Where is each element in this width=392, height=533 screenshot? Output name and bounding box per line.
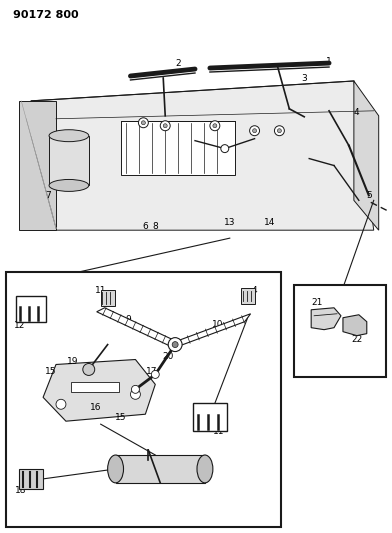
Text: 14: 14	[180, 459, 191, 469]
Bar	[6, 272, 281, 527]
Text: 4: 4	[252, 286, 258, 295]
Text: 3: 3	[301, 75, 307, 84]
Circle shape	[213, 124, 217, 128]
Text: 19: 19	[67, 357, 79, 366]
Text: 5: 5	[366, 191, 372, 200]
Circle shape	[138, 118, 148, 128]
Text: 9: 9	[125, 315, 131, 324]
Circle shape	[250, 126, 260, 136]
Text: 10: 10	[212, 320, 223, 329]
Bar	[193, 403, 227, 431]
Text: 23: 23	[222, 134, 234, 143]
Text: 8: 8	[152, 222, 158, 231]
Circle shape	[278, 129, 281, 133]
Text: 2: 2	[175, 59, 181, 68]
Bar	[120, 121, 235, 175]
Circle shape	[210, 121, 220, 131]
Ellipse shape	[197, 455, 213, 483]
Bar	[71, 382, 118, 392]
Circle shape	[131, 385, 140, 393]
Bar	[294, 285, 386, 377]
Text: 11: 11	[213, 426, 225, 435]
Text: 14: 14	[264, 218, 275, 227]
Polygon shape	[31, 81, 374, 230]
Text: 21: 21	[311, 298, 323, 308]
Circle shape	[252, 129, 257, 133]
Circle shape	[142, 121, 145, 125]
Text: 17: 17	[145, 367, 157, 376]
Polygon shape	[19, 101, 56, 230]
Bar	[19, 469, 43, 489]
Text: 4: 4	[354, 108, 360, 117]
Circle shape	[131, 389, 140, 399]
Circle shape	[163, 124, 167, 128]
Circle shape	[151, 370, 159, 378]
Text: 13: 13	[224, 218, 236, 227]
Text: 22: 22	[351, 335, 363, 344]
Polygon shape	[343, 315, 367, 336]
Text: 6: 6	[142, 222, 148, 231]
Bar	[101, 290, 114, 306]
Circle shape	[168, 337, 182, 352]
Bar	[116, 455, 205, 483]
Circle shape	[172, 342, 178, 348]
Text: 11: 11	[95, 286, 107, 295]
Polygon shape	[97, 308, 179, 346]
Text: 15: 15	[115, 413, 126, 422]
Polygon shape	[172, 314, 250, 349]
Circle shape	[274, 126, 284, 136]
Text: 7: 7	[45, 191, 51, 200]
Circle shape	[221, 144, 229, 152]
Text: 1: 1	[326, 56, 332, 66]
Polygon shape	[43, 360, 155, 421]
Text: 20: 20	[163, 352, 174, 361]
Ellipse shape	[108, 455, 123, 483]
Bar	[16, 296, 46, 322]
Polygon shape	[354, 81, 379, 230]
Ellipse shape	[49, 130, 89, 142]
Circle shape	[56, 399, 66, 409]
Text: 18: 18	[15, 486, 27, 495]
Circle shape	[83, 364, 95, 375]
Text: 90172 800: 90172 800	[13, 10, 79, 20]
Circle shape	[160, 121, 170, 131]
Ellipse shape	[49, 180, 89, 191]
Polygon shape	[311, 308, 341, 330]
Bar	[241, 288, 254, 304]
Text: 15: 15	[45, 367, 57, 376]
Text: 16: 16	[90, 403, 102, 412]
Text: 12: 12	[14, 321, 25, 330]
Bar	[49, 136, 89, 185]
